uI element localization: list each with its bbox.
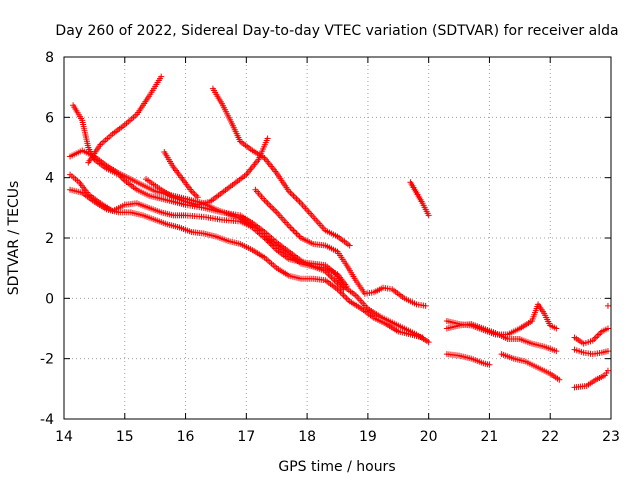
data-point xyxy=(269,204,276,211)
data-point xyxy=(296,198,303,205)
x-tick-label: 16 xyxy=(177,429,195,445)
data-point xyxy=(339,290,346,297)
data-point xyxy=(342,293,349,300)
data-point xyxy=(294,197,301,204)
data-point xyxy=(291,228,298,235)
data-point xyxy=(425,339,432,346)
series-arc-8 xyxy=(209,85,353,249)
data-point xyxy=(194,194,201,201)
data-point xyxy=(326,272,333,279)
x-tick-label: 14 xyxy=(55,429,73,445)
grid-lines xyxy=(64,57,611,419)
series-arc-6 xyxy=(143,135,271,208)
series-arc-10 xyxy=(407,179,432,219)
y-tick-label: -4 xyxy=(40,412,54,428)
data-point xyxy=(264,200,271,207)
series-arc-13 xyxy=(443,351,493,368)
data-point xyxy=(595,331,602,338)
y-tick-label: 2 xyxy=(45,231,54,247)
data-point xyxy=(272,207,279,214)
y-tick-label: -2 xyxy=(40,352,54,368)
data-point xyxy=(290,192,297,199)
data-point xyxy=(263,198,270,205)
data-point xyxy=(270,206,277,213)
data-point xyxy=(604,302,611,309)
data-points xyxy=(67,73,611,391)
data-point xyxy=(291,194,298,201)
series-arc-11 xyxy=(443,301,560,338)
data-point xyxy=(293,230,300,237)
data-point xyxy=(190,189,197,196)
series-arc-4 xyxy=(67,186,426,341)
x-tick-label: 18 xyxy=(298,429,316,445)
y-tick-label: 6 xyxy=(45,110,54,126)
data-point xyxy=(191,191,198,198)
data-point xyxy=(604,325,611,332)
data-point xyxy=(264,135,271,142)
series-arc-15 xyxy=(571,325,611,347)
x-tick-label: 15 xyxy=(116,429,134,445)
data-point xyxy=(337,289,344,296)
data-point xyxy=(425,212,432,219)
data-point xyxy=(553,348,560,355)
data-point xyxy=(604,367,611,374)
x-tick-label: 23 xyxy=(602,429,620,445)
data-point xyxy=(336,287,343,294)
data-point xyxy=(294,231,301,238)
x-tick-label: 22 xyxy=(541,429,559,445)
chart-title: Day 260 of 2022, Sidereal Day-to-day VTE… xyxy=(55,23,618,39)
data-point xyxy=(422,302,429,309)
data-point xyxy=(287,224,294,231)
data-point xyxy=(287,189,294,196)
data-point xyxy=(556,376,563,383)
y-tick-label: 4 xyxy=(45,171,54,187)
y-tick-label: 0 xyxy=(45,291,54,307)
x-tick-label: 20 xyxy=(420,429,438,445)
data-point xyxy=(594,333,601,340)
data-point xyxy=(158,73,165,80)
data-point xyxy=(346,242,353,249)
series-arc-3 xyxy=(67,171,432,346)
data-point xyxy=(267,203,274,210)
data-point xyxy=(553,325,560,332)
axis-ticks: 14 15 16 17 18 19 20 21 22 23 -4 -2 0 2 4 6 8 xyxy=(40,50,620,445)
series-arc-5 xyxy=(85,73,165,166)
x-axis-title: GPS time / hours xyxy=(278,459,395,475)
series-arc-12 xyxy=(443,320,560,355)
series-arc-7 xyxy=(161,149,201,201)
data-point xyxy=(290,227,297,234)
x-tick-label: 17 xyxy=(237,429,255,445)
data-point xyxy=(604,348,611,355)
data-point xyxy=(270,244,277,251)
data-point xyxy=(419,334,426,341)
data-point xyxy=(343,295,350,302)
x-tick-label: 21 xyxy=(481,429,499,445)
x-tick-label: 19 xyxy=(359,429,377,445)
data-point xyxy=(293,195,300,202)
series-arc-14 xyxy=(498,351,563,383)
data-point xyxy=(288,225,295,232)
series-arc-16 xyxy=(571,346,611,358)
series-arc-9 xyxy=(252,186,429,309)
series-arc-17 xyxy=(571,367,611,391)
data-point xyxy=(592,334,599,341)
data-point xyxy=(340,292,347,299)
y-axis-title: SDTVAR / TECUs xyxy=(6,181,22,296)
data-point xyxy=(486,361,493,368)
y-tick-label: 8 xyxy=(45,50,54,66)
data-point xyxy=(288,191,295,198)
data-point xyxy=(266,201,273,208)
series-arc-18 xyxy=(604,302,611,309)
